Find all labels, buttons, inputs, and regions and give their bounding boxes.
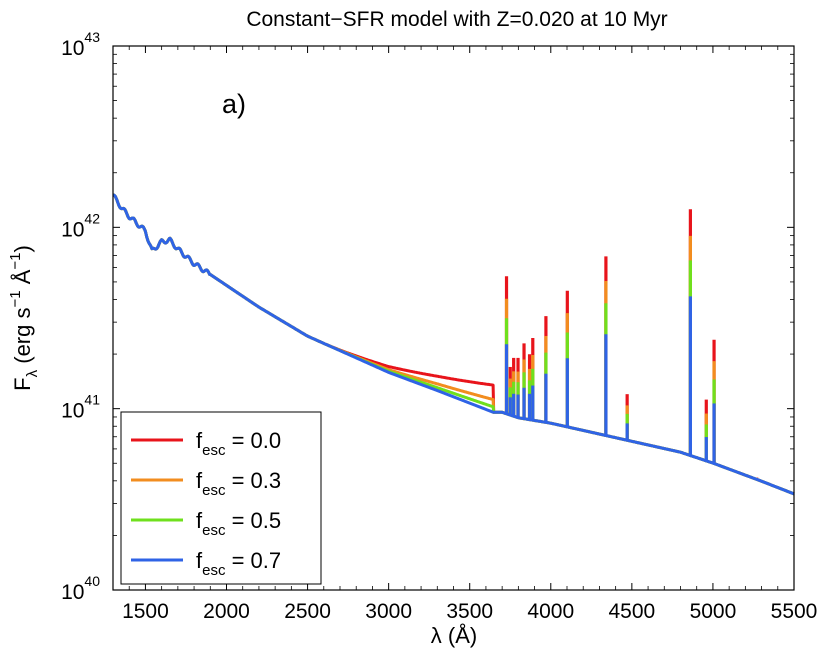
- series-layer: [112, 193, 795, 496]
- legend-label: fesc = 0.5: [196, 508, 281, 539]
- x-tick-label: 3500: [446, 600, 493, 623]
- legend-label: fesc = 0.0: [196, 428, 281, 459]
- x-tick-label: 3000: [365, 600, 412, 623]
- panel-label: a): [222, 89, 246, 119]
- legend-label: fesc = 0.7: [196, 548, 281, 579]
- x-tick-label: 1500: [122, 600, 169, 623]
- legend-entries: fesc = 0.0 fesc = 0.3 fesc = 0.5 fesc = 0.7: [131, 428, 281, 579]
- y-tick-label: 1041: [61, 392, 100, 423]
- tick-layer: 1500 2000 2500 3000 3500 4000 4500 5000 5500 1040…: [61, 29, 817, 623]
- x-tick-label: 5500: [771, 600, 818, 623]
- chart-title: Constant−SFR model with Z=0.020 at 10 My…: [246, 8, 667, 31]
- x-tick-label: 4000: [527, 600, 574, 623]
- x-tick-label: 4500: [608, 600, 655, 623]
- x-tick-label: 2000: [203, 600, 250, 623]
- y-tick-label: 1040: [61, 573, 100, 604]
- legend: fesc = 0.0 fesc = 0.3 fesc = 0.5 fesc = 0.7: [120, 411, 322, 585]
- x-tick-label: 5000: [690, 600, 737, 623]
- series-continuum-3: [112, 193, 795, 496]
- x-axis-label: λ (Å): [431, 623, 477, 648]
- x-tick-label: 2500: [284, 600, 331, 623]
- y-tick-label: 1042: [61, 210, 100, 241]
- legend-label: fesc = 0.3: [196, 468, 281, 499]
- y-axis-label: Fλ (erg s−1 Å−1): [7, 245, 41, 391]
- y-tick-label: 1043: [61, 29, 100, 60]
